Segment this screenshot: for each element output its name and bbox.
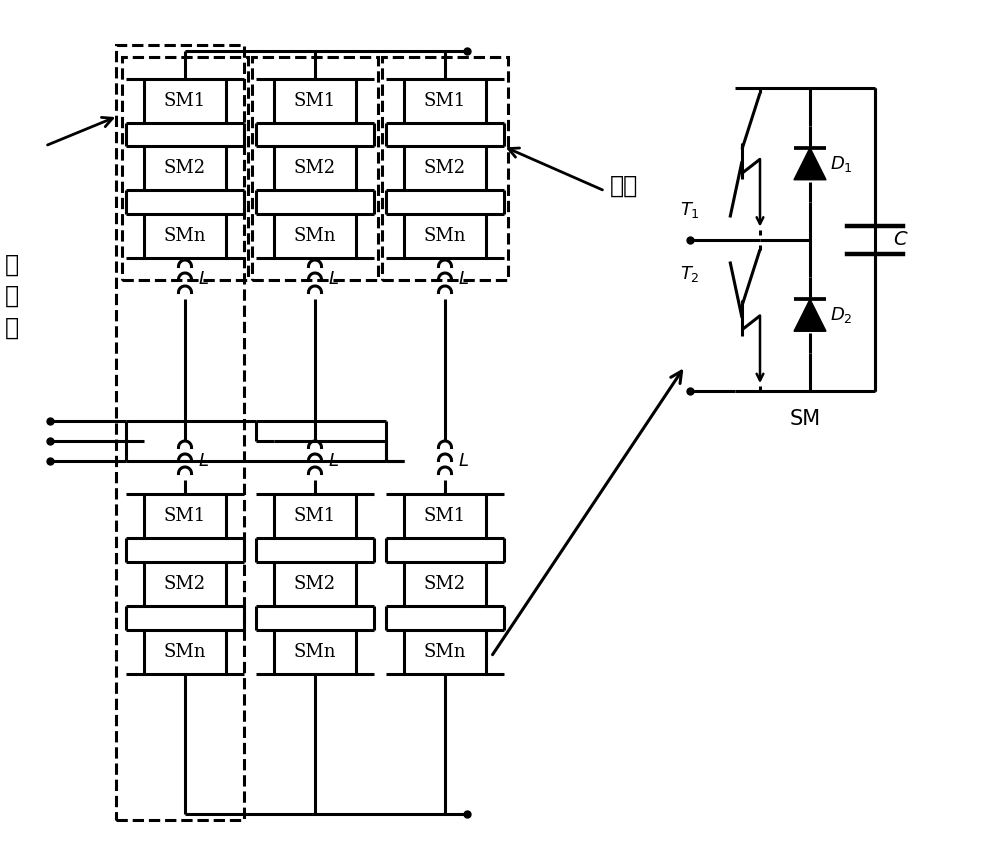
Bar [274,214,356,258]
Bar [144,214,226,258]
Bar [404,630,486,674]
Bar [404,562,486,606]
Bar [122,57,248,280]
Text: $T_1$: $T_1$ [680,200,700,219]
Bar [382,57,508,280]
Text: SM1: SM1 [164,507,206,525]
Text: SMn: SMn [424,643,466,661]
Bar [404,494,486,538]
Bar [144,146,226,190]
Bar [252,57,378,280]
Bar [274,494,356,538]
Text: $T_2$: $T_2$ [680,263,700,283]
Text: $C$: $C$ [893,230,909,249]
Text: $L$: $L$ [458,271,469,288]
Bar [274,630,356,674]
Bar [144,79,226,123]
Text: SMn: SMn [294,643,336,661]
Text: SM1: SM1 [294,507,336,525]
Text: 桥蟀: 桥蟀 [610,174,638,198]
Bar [144,630,226,674]
Bar [404,214,486,258]
Text: SM2: SM2 [294,159,336,177]
Text: $D_2$: $D_2$ [830,305,853,325]
Polygon shape [794,299,826,332]
Text: SMn: SMn [164,227,206,245]
Text: SMn: SMn [164,643,206,661]
Text: $D_1$: $D_1$ [830,154,853,173]
Bar [274,562,356,606]
Text: SM2: SM2 [424,575,466,593]
Bar [404,146,486,190]
Bar [144,562,226,606]
Bar [144,494,226,538]
Text: SM1: SM1 [424,507,466,525]
Text: $L$: $L$ [328,452,339,470]
Text: SM: SM [789,409,821,429]
Text: SM1: SM1 [424,92,466,110]
Text: SM1: SM1 [164,92,206,110]
Bar [116,45,244,820]
Text: $L$: $L$ [458,452,469,470]
Polygon shape [794,148,826,179]
Bar [274,79,356,123]
Text: $L$: $L$ [198,452,209,470]
Text: SM2: SM2 [164,159,206,177]
Text: $L$: $L$ [328,271,339,288]
Text: SMn: SMn [294,227,336,245]
Text: SM2: SM2 [424,159,466,177]
Bar [404,79,486,123]
Text: SM2: SM2 [294,575,336,593]
Text: $L$: $L$ [198,271,209,288]
Bar [274,146,356,190]
Text: SM2: SM2 [164,575,206,593]
Text: SM1: SM1 [294,92,336,110]
Text: SMn: SMn [424,227,466,245]
Text: 相
单
元: 相 单 元 [5,252,19,339]
